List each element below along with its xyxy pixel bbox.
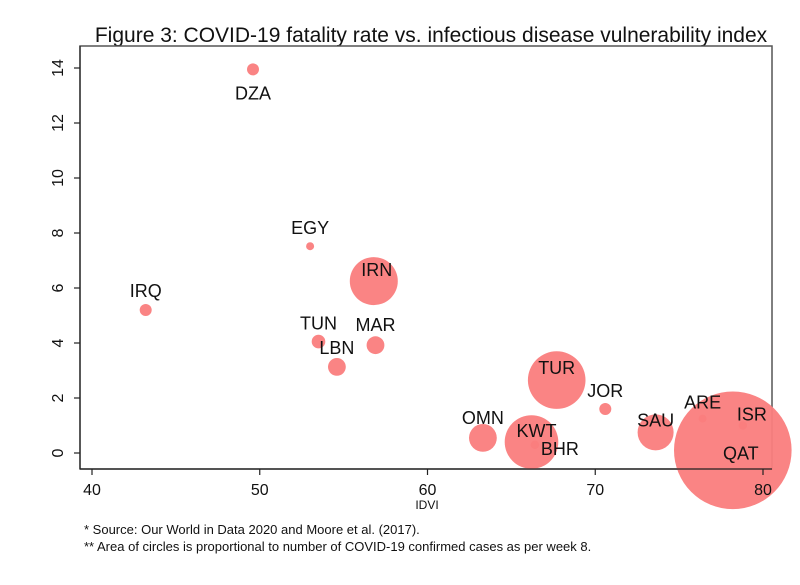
footnote-size-explanation: ** Area of circles is proportional to nu… (84, 539, 592, 554)
y-tick-label: 4 (50, 338, 67, 347)
data-points (139, 63, 792, 510)
data-point-tur (527, 351, 586, 409)
x-tick-label: 80 (754, 482, 772, 499)
data-label-tun: TUN (300, 314, 337, 334)
data-point-irq (139, 304, 152, 316)
data-label-omn: OMN (462, 408, 504, 428)
data-label-bhr: BHR (541, 439, 579, 459)
data-label-irq: IRQ (130, 281, 162, 301)
chart-title: Figure 3: COVID-19 fatality rate vs. inf… (95, 24, 768, 47)
data-point-dza (247, 63, 259, 76)
x-tick-label: 70 (586, 482, 604, 499)
data-point-irn (349, 257, 398, 306)
data-label-are: ARE (684, 393, 721, 413)
data-point-egy (306, 242, 315, 251)
y-tick-label: 8 (50, 228, 67, 237)
x-tick-label: 40 (83, 482, 101, 499)
data-label-qat: QAT (723, 443, 759, 463)
y-tick-label: 14 (50, 59, 67, 77)
y-tick-label: 10 (50, 169, 67, 187)
data-label-mar: MAR (356, 315, 396, 335)
x-tick-label: 50 (251, 482, 269, 499)
data-label-dza: DZA (235, 83, 271, 103)
data-point-omn (469, 424, 497, 452)
data-label-kwt: KWT (517, 421, 557, 441)
data-point-qat (674, 391, 792, 510)
data-label-egy: EGY (291, 218, 329, 238)
y-tick-label: 12 (50, 114, 67, 132)
footnote-source: * Source: Our World in Data 2020 and Moo… (84, 522, 420, 537)
axes: 40 50 60 70 80 0 2 4 6 8 10 12 14 (50, 46, 772, 499)
x-tick-label: 60 (419, 482, 437, 499)
y-tick-label: 2 (50, 393, 67, 402)
data-label-sau: SAU (637, 410, 674, 430)
data-point-jor (599, 403, 612, 415)
data-point-lbn (328, 358, 346, 376)
data-label-jor: JOR (587, 381, 623, 401)
data-point-kwt (504, 415, 559, 469)
plot-frame (79, 45, 773, 470)
data-label-tur: TUR (538, 358, 575, 378)
y-tick-label: 6 (50, 283, 67, 292)
data-label-isr: ISR (737, 405, 767, 425)
data-point-sau (637, 414, 674, 451)
y-tick-label: 0 (50, 448, 67, 457)
plot-area (79, 45, 773, 470)
data-label-irn: IRN (361, 260, 392, 280)
data-point-bhr (530, 440, 540, 449)
data-point-tun (311, 334, 326, 349)
x-axis-label: IDVI (415, 498, 438, 512)
data-point-mar (366, 336, 385, 355)
data-label-lbn: LBN (319, 338, 354, 358)
